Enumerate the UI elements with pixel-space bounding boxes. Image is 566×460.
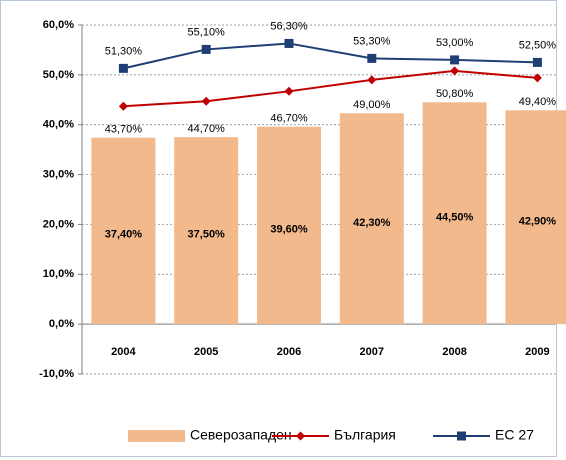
x-tick-label: 2006 [277,346,301,358]
legend-label: ЕС 27 [495,427,534,443]
y-tick-label: 0,0% [49,318,74,330]
legend-marker [457,431,466,441]
bar [257,126,321,325]
point-label: 49,00% [353,99,391,111]
legend-label: България [334,427,396,443]
bar-label: 37,50% [188,228,226,240]
point-label: 44,70% [188,123,226,135]
x-tick-label: 2009 [525,346,549,358]
point-label: 55,10% [188,26,226,38]
marker [532,73,542,83]
line [123,69,538,108]
point-label: 49,40% [519,96,557,108]
x-tick-label: 2008 [442,346,466,358]
x-tick-label: 2007 [360,346,384,358]
point-label: 56,30% [270,20,308,32]
bar-label: 37,40% [105,229,143,241]
y-tick-label: 20,0% [43,218,74,230]
marker [450,66,460,76]
marker [201,96,211,106]
marker [201,44,211,54]
y-tick-label: -10,0% [39,368,74,380]
x-tick-label: 2004 [111,346,136,358]
legend-swatch [128,430,185,442]
marker [532,57,542,67]
point-label: 53,30% [353,35,391,47]
bar-label: 42,30% [353,217,391,229]
point-label: 43,70% [105,124,143,136]
y-tick-label: 30,0% [43,168,74,180]
bar-label: 39,60% [270,223,308,235]
y-tick-label: 50,0% [43,69,74,81]
marker [118,101,128,111]
y-tick-label: 10,0% [43,268,74,280]
bar [422,102,487,325]
bar [91,137,156,325]
bar [505,110,566,325]
marker [367,75,377,85]
bar-label: 44,50% [436,212,474,224]
legend-marker [296,431,305,441]
bar [339,113,404,325]
marker [118,63,128,73]
point-label: 52,50% [519,39,557,51]
marker [367,53,377,63]
point-label: 46,70% [270,113,308,125]
legend-label: Северозападен [190,427,292,443]
marker [284,38,294,48]
point-label: 50,80% [436,88,474,100]
bar [174,137,239,325]
point-label: 53,00% [436,37,474,49]
x-tick-label: 2005 [194,346,218,358]
y-tick-label: 40,0% [43,119,74,131]
line [123,42,538,70]
y-tick-label: 60,0% [43,19,74,31]
point-label: 51,30% [105,45,143,57]
marker [284,86,294,96]
bar-label: 42,90% [519,215,557,227]
marker [450,55,460,65]
